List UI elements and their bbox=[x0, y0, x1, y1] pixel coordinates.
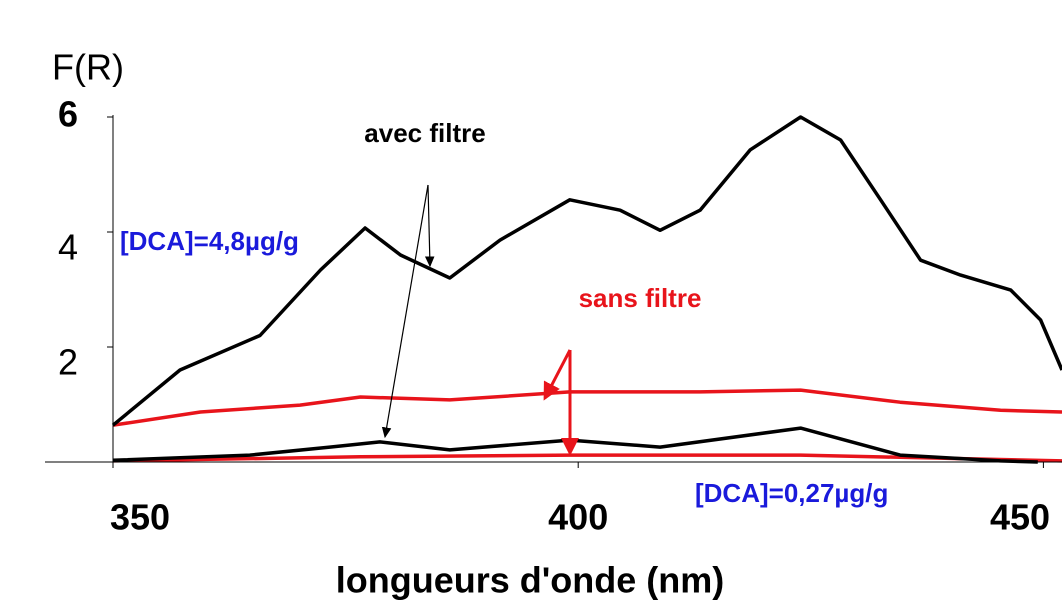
annotation: sans filtre bbox=[579, 283, 702, 313]
arrow bbox=[543, 349, 572, 401]
annotation: [DCA]=4,8µg/g bbox=[120, 226, 299, 256]
y-tick-label: 2 bbox=[58, 342, 78, 383]
x-tick-label: 450 bbox=[990, 497, 1050, 538]
y-tick-label: 4 bbox=[58, 227, 78, 268]
x-axis-label: longueurs d'onde (nm) bbox=[336, 560, 725, 601]
line bbox=[111, 115, 1062, 427]
y-axis-label: F(R) bbox=[52, 47, 124, 88]
annotation: avec filtre bbox=[364, 118, 485, 148]
arrow bbox=[424, 184, 435, 268]
arrow bbox=[381, 184, 429, 439]
line bbox=[112, 388, 1062, 427]
y-tick-label: 6 bbox=[58, 94, 78, 135]
x-tick-label: 400 bbox=[548, 497, 608, 538]
x-tick-label: 350 bbox=[110, 497, 170, 538]
annotation: [DCA]=0,27µg/g bbox=[695, 478, 888, 508]
